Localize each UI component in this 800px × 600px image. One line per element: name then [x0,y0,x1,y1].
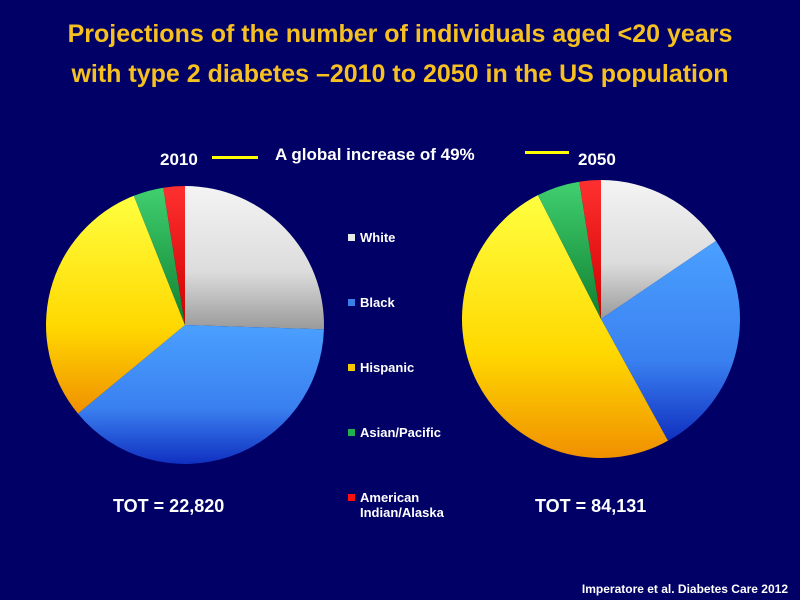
title-line-1: Projections of the number of individuals… [67,20,733,48]
pie-slice [163,186,185,325]
pie-slice [461,195,668,459]
pie-title-2010: 2010 [160,150,198,169]
legend-swatch [348,299,355,306]
pie-slice [133,187,185,325]
pie-slice [77,325,324,464]
pie-slice [46,195,185,414]
increase-annotation: A global increase of 49% [275,145,475,164]
pie-slice [537,181,601,319]
pie-title-2050: 2050 [578,150,616,169]
legend-label: Hispanic [360,360,415,375]
legend-label: Asian/Pacific [360,425,441,440]
pie-slice [601,240,740,441]
source-citation: Imperatore et al. Diabetes Care 2012 [581,582,788,596]
legend-swatch [348,364,355,371]
pie-2050 [461,180,740,459]
legend-swatch [348,429,355,436]
total-2010: TOT = 22,820 [113,496,225,516]
annotation-line-left [212,156,258,159]
pie-slice [185,186,324,330]
pie-2010 [46,186,324,464]
pie-slice [601,180,716,319]
legend-swatch [348,234,355,241]
legend-label: Black [360,295,395,310]
pie-slice [579,180,601,319]
slide-title: Projections of the number of individuals… [0,14,800,94]
title-line-2: with type 2 diabetes –2010 to 2050 in th… [71,60,729,88]
total-2050: TOT = 84,131 [535,496,647,516]
annotation-line-right [525,151,569,154]
legend-swatch [348,494,355,501]
legend-label: White [360,230,396,245]
legend-label: American Indian/Alaska [360,490,444,520]
